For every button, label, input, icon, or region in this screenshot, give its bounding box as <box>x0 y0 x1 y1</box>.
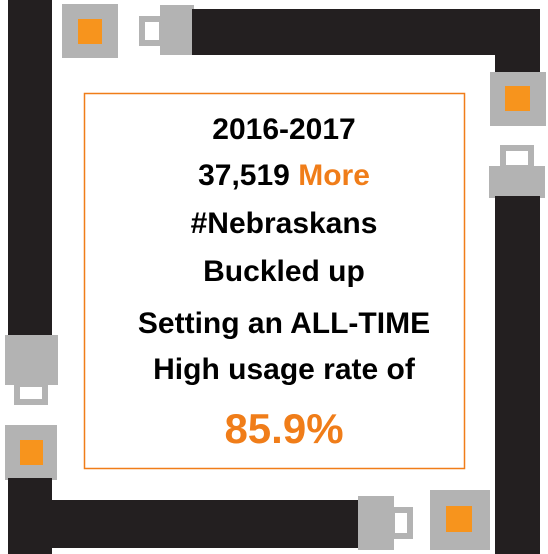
count-suffix: More <box>298 159 370 192</box>
year: 2016-2017 <box>212 113 355 146</box>
rate: 85.9% <box>224 405 343 452</box>
text-line: High usage rate of <box>153 353 416 386</box>
text-line: Setting an ALL-TIME <box>138 307 430 340</box>
text-line: #Nebraskans <box>191 207 378 240</box>
infographic: 2016-2017 37,519 More #Nebraskans Buckle… <box>0 0 548 554</box>
count: 37,519 <box>198 159 290 192</box>
count-line: 37,519 More <box>198 159 370 192</box>
text-line: Buckled up <box>203 255 365 288</box>
